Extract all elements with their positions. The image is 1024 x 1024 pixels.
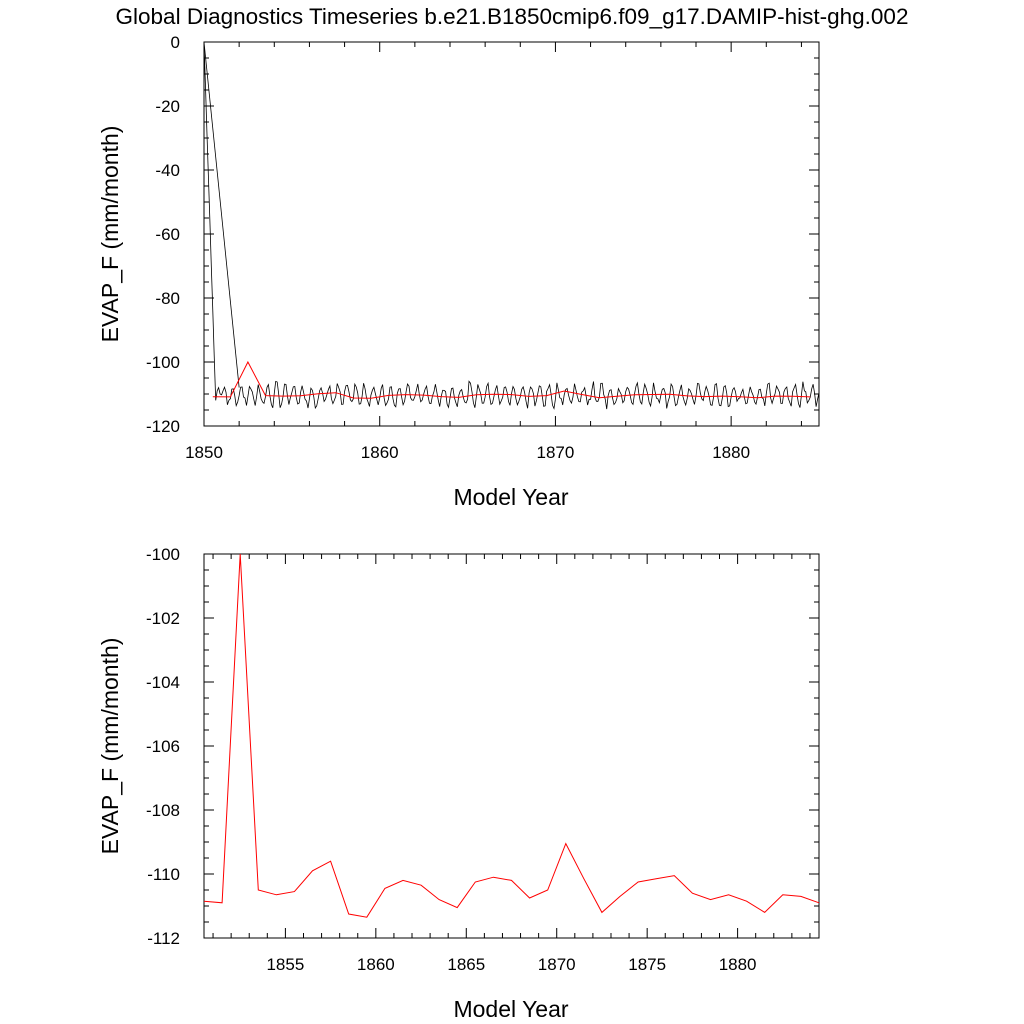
- x-tick-label: 1865: [447, 955, 485, 974]
- x-tick-label: 1870: [537, 443, 575, 462]
- y-tick-label: -108: [146, 801, 180, 820]
- y-tick-label: -110: [147, 865, 180, 884]
- chart-bottom-x-tick-labels: 1855 1860 1865 1870 1875 1880: [266, 955, 756, 974]
- chart-top-ticks: [203, 41, 819, 427]
- annual-series-line: [203, 553, 820, 918]
- chart-bottom-x-axis-label: Model Year: [453, 996, 568, 1022]
- x-tick-label: 1880: [712, 443, 750, 462]
- y-tick-label: -100: [146, 353, 180, 372]
- y-tick-label: -120: [146, 417, 180, 436]
- chart-bottom-y-tick-labels: -100 -102 -104 -106 -108 -110 -112: [146, 545, 180, 948]
- figure-title: Global Diagnostics Timeseries b.e21.B185…: [116, 4, 909, 29]
- y-tick-label: 0: [171, 33, 180, 52]
- y-tick-label: -104: [146, 673, 180, 692]
- x-tick-label: 1875: [628, 955, 666, 974]
- x-tick-label: 1860: [357, 955, 395, 974]
- chart-bottom: -100 -102 -104 -106 -108 -110 -112 1855 1860 186…: [97, 545, 820, 1022]
- y-tick-label: -20: [155, 97, 180, 116]
- y-tick-label: -112: [147, 929, 180, 948]
- chart-top-x-axis-label: Model Year: [453, 484, 568, 510]
- y-tick-label: -40: [155, 161, 180, 180]
- x-tick-label: 1850: [185, 443, 223, 462]
- y-tick-label: -100: [146, 545, 180, 564]
- annual-series-line: [212, 360, 811, 399]
- chart-top: 0 -20 -40 -60 -80 -100 -120 1850 1860 1870 1880 M…: [97, 33, 820, 510]
- monthly-series-spinup-line: [203, 41, 240, 388]
- x-tick-label: 1880: [719, 955, 757, 974]
- y-tick-label: -102: [146, 609, 180, 628]
- chart-top-y-tick-labels: 0 -20 -40 -60 -80 -100 -120: [146, 33, 180, 436]
- chart-bottom-ticks: [204, 553, 819, 939]
- monthly-series-line: [203, 41, 820, 410]
- x-tick-label: 1860: [361, 443, 399, 462]
- y-tick-label: -80: [155, 289, 180, 308]
- x-tick-label: 1870: [538, 955, 576, 974]
- x-tick-label: 1855: [266, 955, 304, 974]
- chart-top-series: [203, 41, 820, 410]
- chart-top-frame: [203, 41, 820, 427]
- chart-top-y-axis-label: EVAP_F (mm/month): [97, 126, 123, 343]
- chart-bottom-series: [203, 553, 820, 918]
- y-tick-label: -60: [155, 225, 180, 244]
- y-tick-label: -106: [146, 737, 180, 756]
- chart-top-x-tick-labels: 1850 1860 1870 1880: [185, 443, 750, 462]
- chart-bottom-y-axis-label: EVAP_F (mm/month): [97, 638, 123, 855]
